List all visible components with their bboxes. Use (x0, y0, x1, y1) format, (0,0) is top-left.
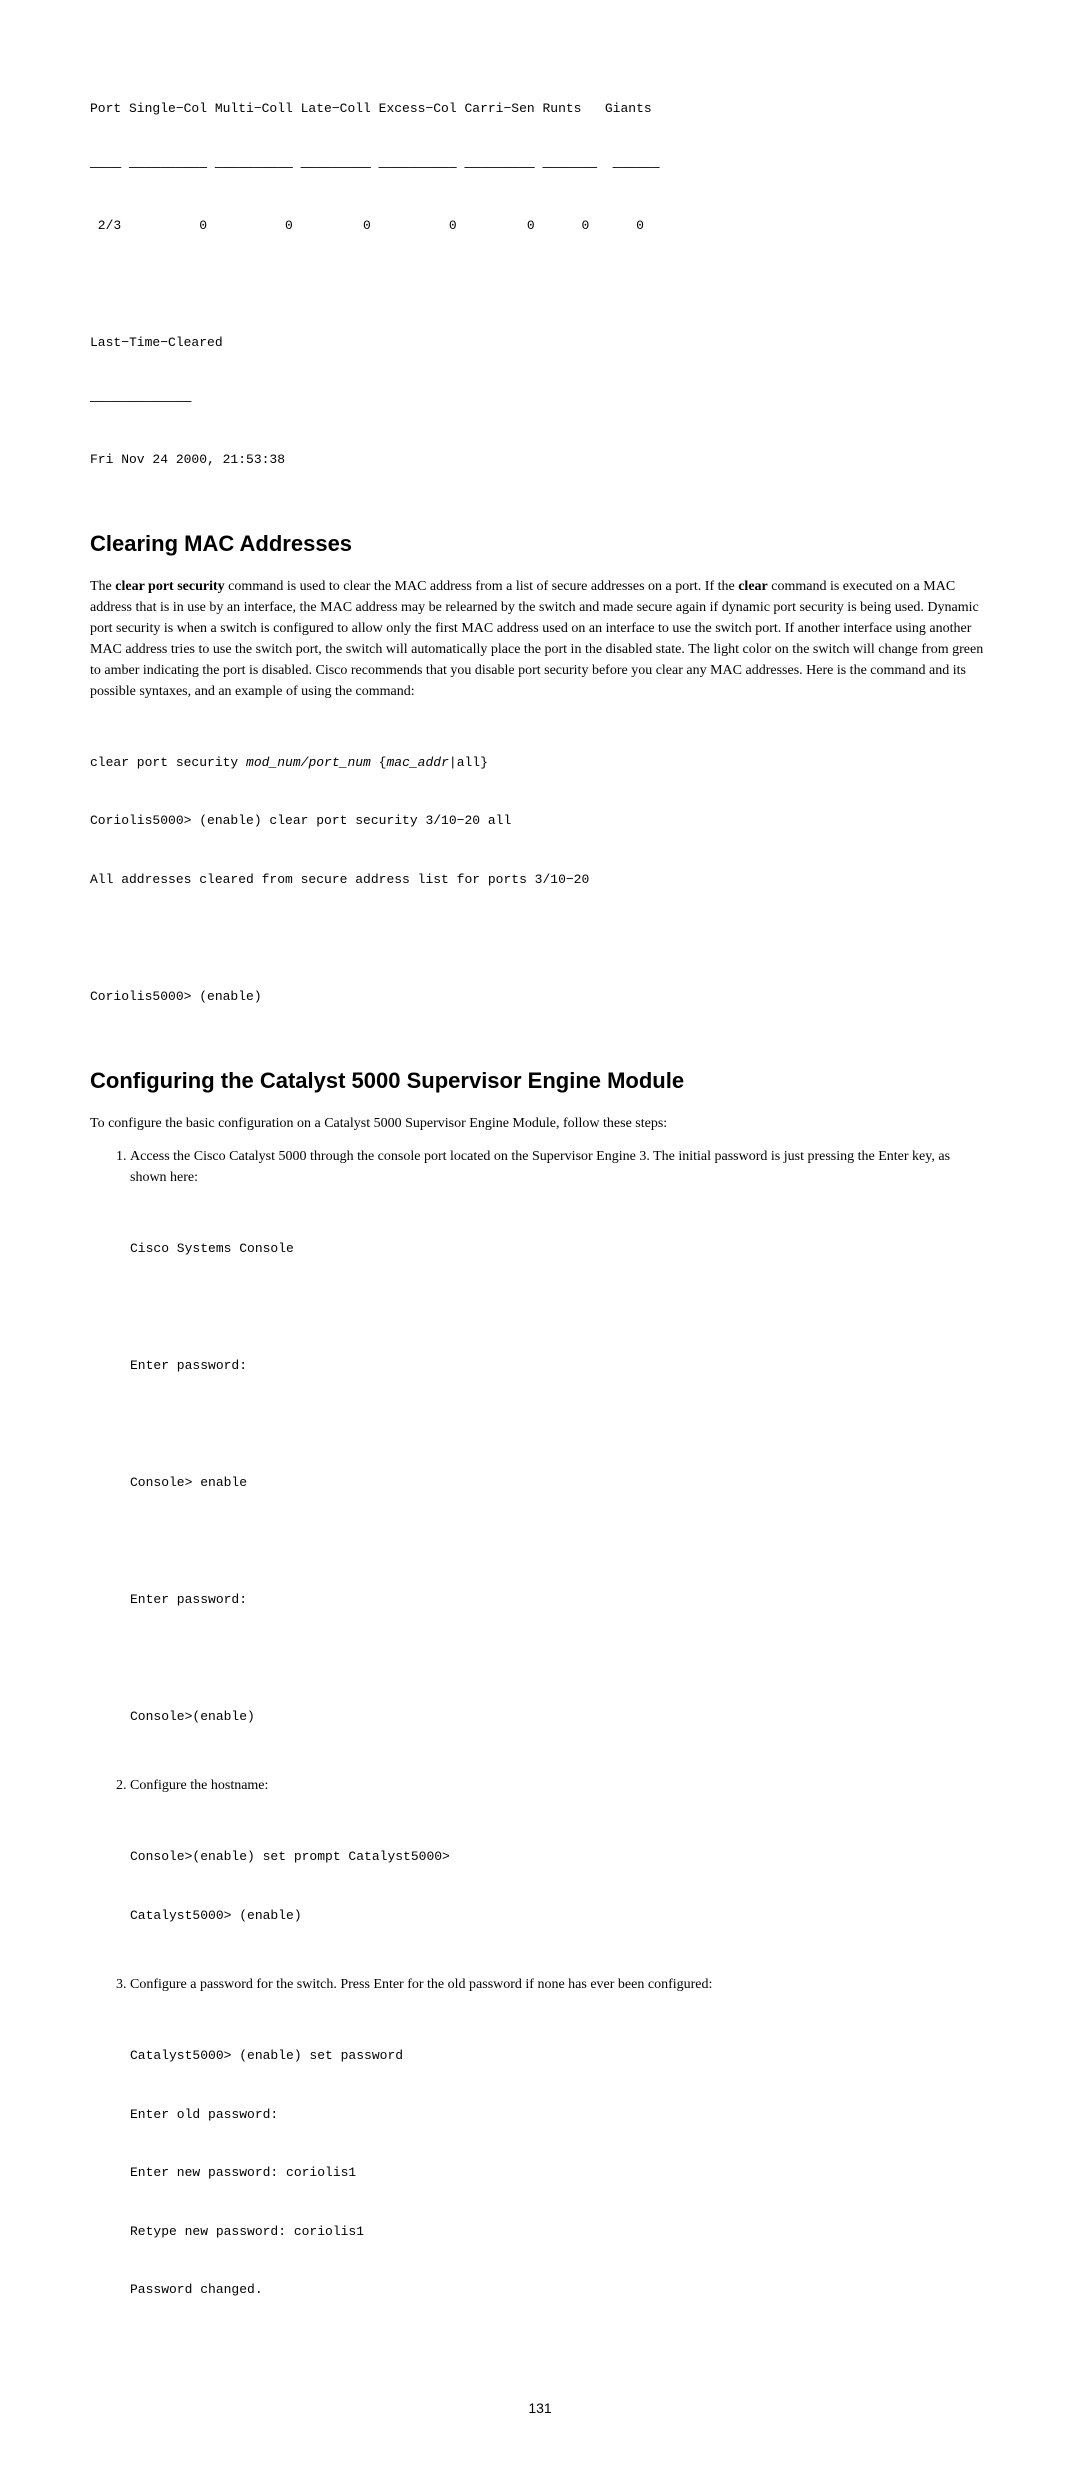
section-heading-clearing: Clearing MAC Addresses (90, 529, 990, 560)
blank-line (90, 928, 990, 948)
section-heading-configuring: Configuring the Catalyst 5000 Supervisor… (90, 1066, 990, 1097)
code-line: Enter password: (130, 1590, 990, 1610)
port-stats-table: Port Single−Col Multi−Coll Late−Coll Exc… (90, 60, 990, 489)
code-line: Password changed. (130, 2280, 990, 2300)
code-line: Catalyst5000> (enable) set password (130, 2046, 990, 2066)
code-line: Cisco Systems Console (130, 1239, 990, 1259)
code-line: Coriolis5000> (enable) clear port securi… (90, 811, 990, 831)
code-line: Console>(enable) (130, 1707, 990, 1727)
code-text: clear port security (90, 755, 246, 770)
step-2: Configure the hostname: Console>(enable)… (130, 1775, 990, 1964)
code-param: mod_num/port_num (246, 755, 371, 770)
step-3: Configure a password for the switch. Pre… (130, 1974, 990, 2339)
section1-code-block: clear port security mod_num/port_num {ma… (90, 714, 990, 1026)
table-separator: ———— —————————— —————————— ————————— ———… (90, 158, 990, 178)
code-line: clear port security mod_num/port_num {ma… (90, 753, 990, 773)
table-row: 2/3 0 0 0 0 0 0 0 (90, 216, 990, 236)
bold-command: clear (738, 579, 768, 594)
step-text: Configure a password for the switch. Pre… (130, 1977, 712, 1992)
code-text: { (371, 755, 387, 770)
code-line: Retype new password: coriolis1 (130, 2222, 990, 2242)
code-line: All addresses cleared from secure addres… (90, 870, 990, 890)
code-line: Coriolis5000> (enable) (90, 987, 990, 1007)
step-1: Access the Cisco Catalyst 5000 through t… (130, 1146, 990, 1766)
timestamp: Fri Nov 24 2000, 21:53:38 (90, 450, 990, 470)
step-text: Access the Cisco Catalyst 5000 through t… (130, 1149, 950, 1185)
step1-code: Cisco Systems Console Enter password: Co… (130, 1200, 990, 1766)
blank-line (130, 1297, 990, 1317)
code-param: mac_addr (386, 755, 448, 770)
section1-paragraph: The clear port security command is used … (90, 576, 990, 702)
step-text: Configure the hostname: (130, 1778, 268, 1793)
blank-line (130, 1648, 990, 1668)
table-header: Port Single−Col Multi−Coll Late−Coll Exc… (90, 99, 990, 119)
text-fragment: command is executed on a MAC address tha… (90, 579, 983, 699)
blank-line (130, 1414, 990, 1434)
last-time-label: Last−Time−Cleared (90, 333, 990, 353)
code-line: Enter old password: (130, 2105, 990, 2125)
blank-line (90, 275, 990, 295)
step3-code: Catalyst5000> (enable) set password Ente… (130, 2007, 990, 2339)
bold-command: clear port security (115, 579, 224, 594)
code-line: Console>(enable) set prompt Catalyst5000… (130, 1847, 990, 1867)
code-line: Console> enable (130, 1473, 990, 1493)
steps-list: Access the Cisco Catalyst 5000 through t… (90, 1146, 990, 2339)
text-fragment: The (90, 579, 115, 594)
page-number: 131 (90, 2399, 990, 2419)
text-fragment: command is used to clear the MAC address… (225, 579, 739, 594)
code-line: Enter new password: coriolis1 (130, 2163, 990, 2183)
code-line: Enter password: (130, 1356, 990, 1376)
section2-intro: To configure the basic configuration on … (90, 1113, 990, 1134)
blank-line (130, 1531, 990, 1551)
last-time-separator: ————————————— (90, 392, 990, 412)
step2-code: Console>(enable) set prompt Catalyst5000… (130, 1808, 990, 1964)
code-text: |all} (449, 755, 488, 770)
code-line: Catalyst5000> (enable) (130, 1906, 990, 1926)
